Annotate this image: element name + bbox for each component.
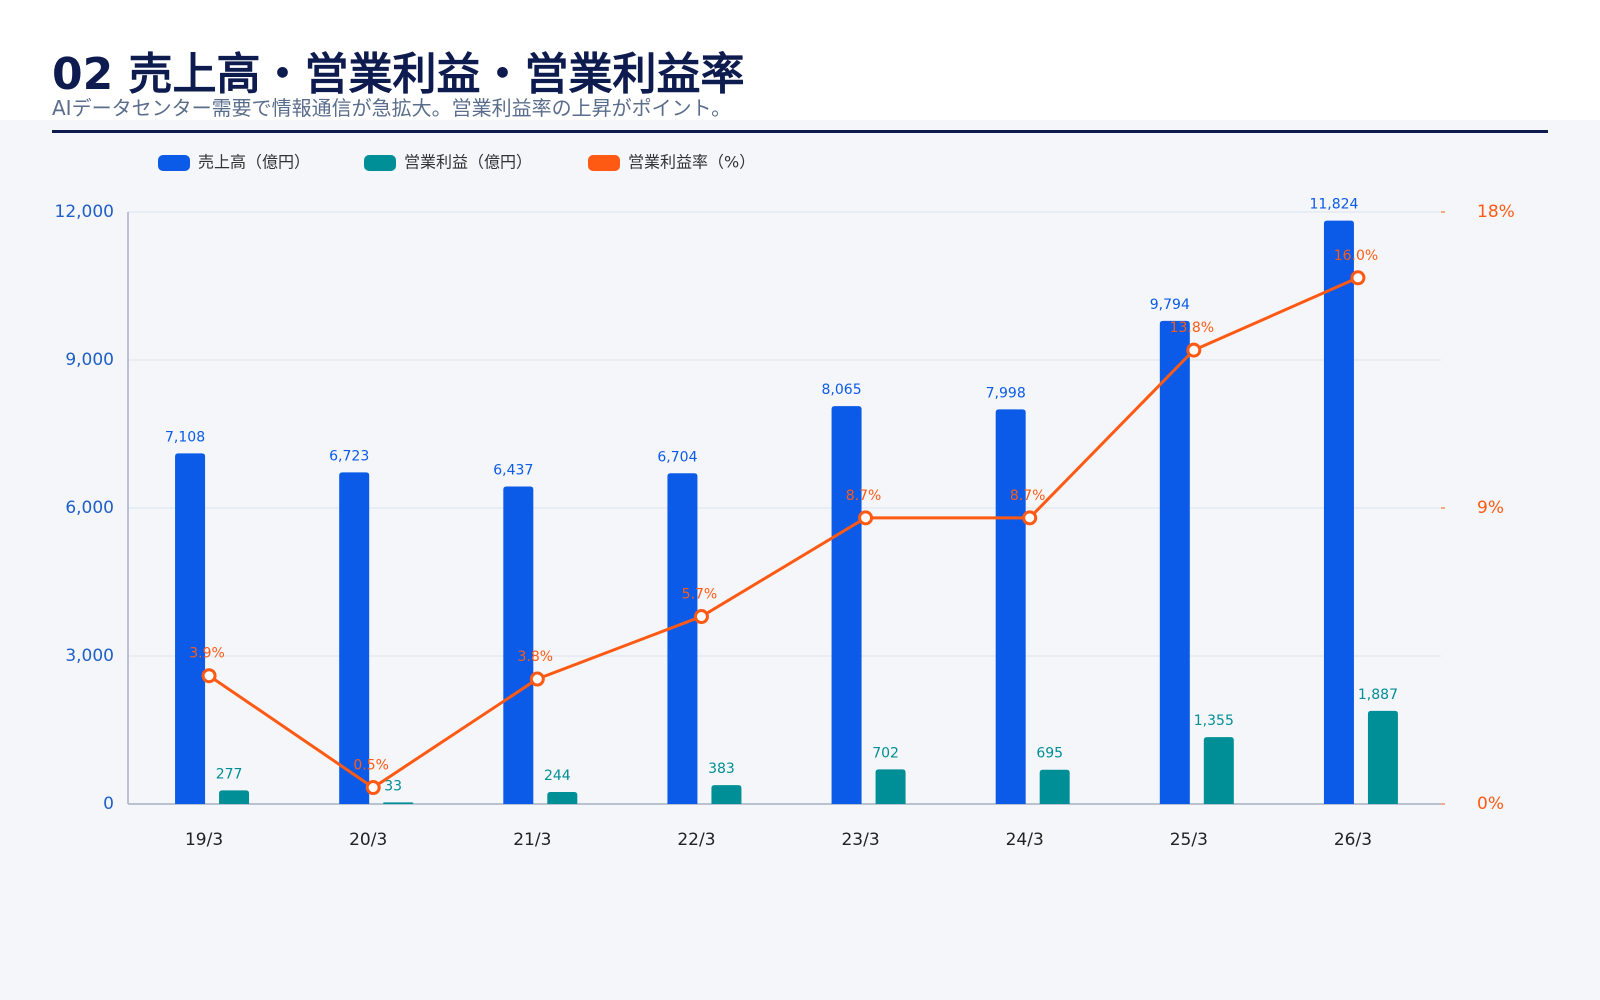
data-label: 33 xyxy=(384,778,402,794)
bar xyxy=(503,486,534,804)
legend-label: 売上高（億円） xyxy=(198,153,310,172)
bar xyxy=(995,409,1026,804)
data-label: 11,824 xyxy=(1309,197,1358,213)
bar xyxy=(383,802,414,804)
data-label: 695 xyxy=(1036,746,1063,762)
bar xyxy=(667,473,698,804)
x-tick-label: 23/3 xyxy=(841,830,879,850)
data-label: 3.9% xyxy=(189,646,225,662)
data-label: 0.5% xyxy=(353,758,389,774)
legend-swatch xyxy=(364,155,396,171)
data-label: 6,437 xyxy=(493,462,533,478)
data-label: 7,998 xyxy=(986,385,1026,401)
bar xyxy=(547,791,578,804)
y2-tick-label: 0% xyxy=(1477,794,1504,814)
x-tick-label: 20/3 xyxy=(349,830,387,850)
x-tick-label: 19/3 xyxy=(185,830,223,850)
bar xyxy=(1323,220,1354,804)
legend-swatch xyxy=(588,155,620,171)
line-marker xyxy=(365,780,381,796)
bar xyxy=(711,785,742,804)
header-rule xyxy=(52,130,1548,133)
x-tick-label: 22/3 xyxy=(677,830,715,850)
y-tick-label: 6,000 xyxy=(65,498,114,518)
data-label: 702 xyxy=(872,745,899,761)
x-tick-label: 21/3 xyxy=(513,830,551,850)
data-label: 8.7% xyxy=(846,488,882,504)
line-marker xyxy=(1022,510,1038,526)
legend-label: 営業利益（億円） xyxy=(404,153,532,172)
data-label: 244 xyxy=(544,768,571,784)
bar xyxy=(339,472,370,804)
legend-label: 営業利益率（%） xyxy=(628,153,755,172)
data-label: 9,794 xyxy=(1150,297,1190,313)
data-label: 383 xyxy=(708,761,735,777)
data-label: 6,704 xyxy=(657,449,697,465)
legend-swatch xyxy=(158,155,190,171)
page-title: 02 売上高・営業利益・営業利益率 xyxy=(52,49,745,100)
data-label: 8,065 xyxy=(822,382,862,398)
y-tick-label: 12,000 xyxy=(55,202,114,222)
data-label: 8.7% xyxy=(1010,488,1046,504)
y-tick-label: 3,000 xyxy=(65,646,114,666)
line-marker xyxy=(858,510,874,526)
y2-tick-label: 9% xyxy=(1477,498,1504,518)
data-label: 3.8% xyxy=(518,649,554,665)
line-marker xyxy=(693,609,709,625)
line-marker xyxy=(529,671,545,687)
bar xyxy=(175,453,206,804)
bar xyxy=(1203,737,1234,804)
bar xyxy=(219,790,250,804)
data-label: 6,723 xyxy=(329,448,369,464)
data-label: 1,355 xyxy=(1194,713,1234,729)
page-subtitle: AIデータセンター需要で情報通信が急拡大。営業利益率の上昇がポイント。 xyxy=(52,96,732,120)
line xyxy=(208,276,1359,790)
data-label: 277 xyxy=(216,766,243,782)
x-tick-label: 24/3 xyxy=(1006,830,1044,850)
x-tick-label: 26/3 xyxy=(1334,830,1372,850)
line-marker xyxy=(1186,342,1202,358)
bar xyxy=(1039,769,1070,804)
data-label: 5.7% xyxy=(682,587,718,603)
line-marker xyxy=(201,668,217,684)
data-label: 1,887 xyxy=(1358,687,1398,703)
bar xyxy=(1367,710,1398,804)
data-label: 13.8% xyxy=(1170,320,1214,336)
y-tick-label: 9,000 xyxy=(65,350,114,370)
data-label: 16.0% xyxy=(1334,248,1378,264)
line-marker xyxy=(1350,270,1366,286)
bar xyxy=(1159,320,1190,804)
bar xyxy=(875,769,906,804)
bar xyxy=(831,406,862,804)
y-tick-label: 0 xyxy=(103,794,114,814)
y2-tick-label: 18% xyxy=(1477,202,1515,222)
data-label: 7,108 xyxy=(165,429,205,445)
x-tick-label: 25/3 xyxy=(1170,830,1208,850)
